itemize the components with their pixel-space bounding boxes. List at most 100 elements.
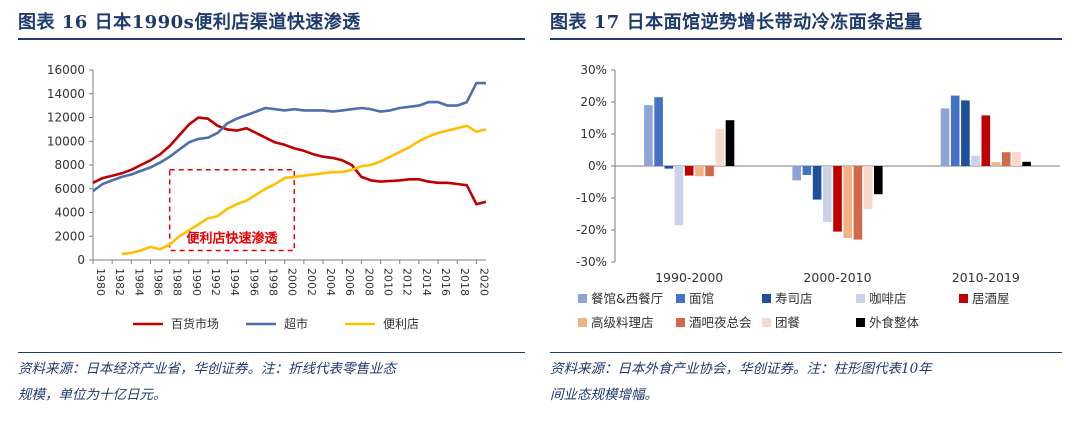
- bar-y-tick-label: 30%: [580, 63, 607, 77]
- line-x-tick-label: 1996: [247, 268, 260, 296]
- left-source-rule: [18, 352, 525, 353]
- line-x-tick-label: 1982: [113, 268, 126, 296]
- line-x-tick-label: 2018: [458, 268, 471, 296]
- bar-0-4: [684, 166, 694, 176]
- bar-2-0: [940, 108, 950, 166]
- line-x-tick-label: 1994: [228, 268, 241, 296]
- bar-1-8: [874, 166, 883, 195]
- line-x-tick-label: 2004: [324, 268, 337, 296]
- line-y-tick-label: 12000: [47, 111, 85, 125]
- annotation-label: 便利店快速渗透: [186, 231, 277, 247]
- bar-0-1: [654, 97, 663, 166]
- bar-y-tick-label: 0%: [588, 159, 607, 173]
- series-line-0: [92, 116, 487, 206]
- bar-legend-swatch-7: [762, 318, 771, 327]
- right-title-rule: [550, 38, 1062, 40]
- line-x-tick-label: 2010: [382, 268, 395, 296]
- bar-2-2: [961, 100, 970, 166]
- bar-legend-swatch-8: [856, 318, 865, 327]
- left-source-line-1: 资料来源：日本经济产业省，华创证券。注：折线代表零售业态: [18, 361, 396, 377]
- bar-legend-label-1: 面馆: [689, 291, 714, 306]
- bar-legend-label-0: 餐馆&西餐厅: [591, 291, 663, 306]
- bar-2-6: [1001, 152, 1011, 166]
- line-x-tick-label: 2012: [401, 268, 414, 296]
- line-y-tick-label: 4000: [54, 206, 85, 220]
- left-figure-panel: 图表 16 日本1990s便利店渠道快速渗透 0 2000 4000 6000 8000…: [0, 0, 525, 422]
- bar-y-tick-label: -30%: [576, 255, 607, 269]
- bar-0-3: [674, 166, 684, 226]
- right-source-note: 资料来源：日本外食产业协会，华创证券。注：柱形图代表10年 间业态规模增幅。: [550, 356, 1065, 408]
- line-y-tick-label: 14000: [47, 87, 85, 101]
- bar-0-7: [715, 129, 725, 166]
- bar-y-tick-label: 10%: [580, 127, 607, 141]
- bar-y-tick-label: -10%: [576, 191, 607, 205]
- bar-legend-label-6: 酒吧夜总会: [689, 315, 752, 330]
- bar-2-5: [991, 162, 1001, 166]
- line-y-tick-label: 0: [77, 253, 85, 267]
- right-figure-title: 图表 17 日本面馆逆势增长带动冷冻面条起量: [550, 12, 923, 33]
- bar-2-3: [971, 155, 980, 166]
- right-source-line-1: 资料来源：日本外食产业协会，华创证券。注：柱形图代表10年: [550, 361, 932, 377]
- line-x-tick-label: 1992: [209, 268, 222, 296]
- line-y-tick-label: 2000: [54, 229, 85, 243]
- bar-legend-swatch-1: [676, 294, 685, 303]
- left-figure-title: 图表 16 日本1990s便利店渠道快速渗透: [18, 12, 361, 33]
- bar-legend-label-4: 居酒屋: [972, 291, 1010, 306]
- line-x-tick-label: 2016: [439, 268, 452, 296]
- line-x-tick-label: 2020: [477, 268, 490, 296]
- bar-0-0: [644, 105, 653, 166]
- line-x-tick-label: 1984: [132, 268, 145, 296]
- left-title-rule: [18, 38, 525, 40]
- bar-0-2: [664, 166, 674, 169]
- bar-legend-label-3: 咖啡店: [869, 291, 907, 306]
- bar-legend-swatch-3: [856, 294, 865, 303]
- bar-y-tick-label: -20%: [576, 223, 607, 237]
- bar-legend-swatch-2: [762, 294, 771, 303]
- series-line-1: [92, 81, 486, 193]
- right-source-rule: [550, 352, 1062, 353]
- line-x-tick-label: 2002: [305, 268, 318, 296]
- bar-legend-swatch-6: [676, 318, 685, 327]
- bar-1-1: [802, 166, 812, 175]
- bar-category-label: 1990-2000: [655, 270, 723, 285]
- bar-1-7: [863, 166, 873, 210]
- bar-0-8: [725, 120, 735, 166]
- bar-legend-swatch-0: [578, 294, 587, 303]
- bar-legend-label-5: 高级料理店: [591, 315, 654, 330]
- line-x-tick-label: 1988: [171, 268, 184, 296]
- bar-1-5: [843, 166, 852, 238]
- line-x-tick-label: 2000: [286, 268, 299, 296]
- bar-legend-label-7: 团餐: [775, 315, 801, 330]
- bar-y-tick-label: 20%: [580, 95, 607, 109]
- annotation-box: [168, 169, 296, 252]
- legend-label-1: 超市: [284, 316, 308, 331]
- bar-2-4: [981, 115, 991, 166]
- line-y-tick-label: 16000: [47, 63, 85, 77]
- bar-legend-swatch-5: [578, 318, 587, 327]
- left-source-note: 资料来源：日本经济产业省，华创证券。注：折线代表零售业态 规模，单位为十亿日元。: [18, 356, 523, 408]
- bar-2-7: [1012, 152, 1021, 166]
- bar-1-3: [823, 166, 832, 222]
- line-x-tick-label: 1990: [190, 268, 203, 296]
- bar-1-0: [792, 166, 801, 181]
- bar-1-4: [833, 166, 842, 232]
- line-x-tick-label: 1986: [152, 268, 165, 296]
- bar-2-8: [1022, 161, 1031, 166]
- bar-legend-label-2: 寿司店: [775, 291, 813, 306]
- bar-1-2: [812, 166, 822, 200]
- line-x-tick-label: 1980: [94, 268, 107, 296]
- bar-1-6: [853, 166, 863, 240]
- bar-chart: 30% 20% 10% 0% -10% -20% -30% 1990-2000 2000-201…: [576, 63, 1060, 330]
- bar-category-label: 2010-2019: [952, 270, 1020, 285]
- line-x-tick-label: 1998: [267, 268, 280, 296]
- line-x-tick-label: 2008: [362, 268, 375, 296]
- series-line-2: [121, 124, 487, 256]
- bar-0-6: [705, 166, 714, 177]
- bar-category-label: 2000-2010: [803, 270, 871, 285]
- line-y-tick-label: 6000: [54, 182, 85, 196]
- bar-legend-label-8: 外食整体: [869, 315, 920, 330]
- bar-legend-swatch-4: [959, 294, 968, 303]
- bar-2-1: [950, 95, 960, 166]
- line-x-tick-label: 2014: [420, 268, 433, 296]
- line-y-tick-label: 10000: [47, 134, 85, 148]
